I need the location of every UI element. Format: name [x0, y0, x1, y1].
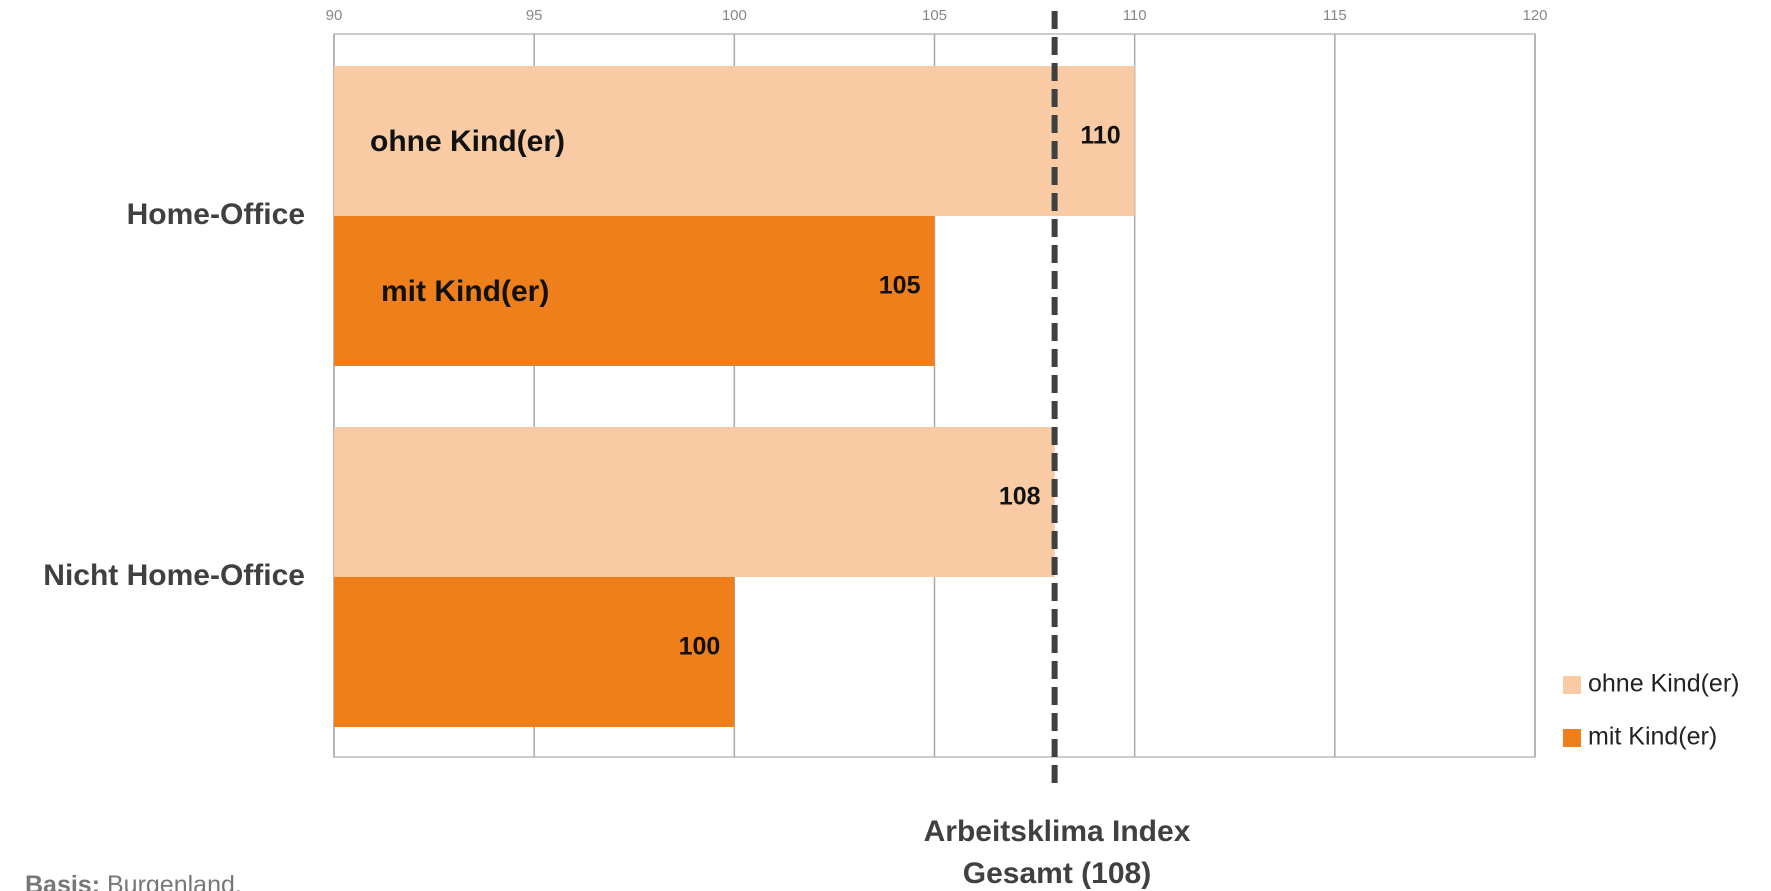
legend-swatch [1563, 729, 1581, 747]
legend-swatch [1563, 676, 1581, 694]
bar-series-label: mit Kind(er) [381, 275, 549, 308]
value-label: 108 [999, 483, 1041, 511]
value-label: 105 [879, 272, 921, 300]
x-tick-label: 100 [722, 7, 747, 24]
reference-label: Arbeitsklima Index [924, 815, 1191, 848]
x-tick-label: 120 [1522, 7, 1547, 24]
footnote-label: Basis: [25, 871, 100, 891]
bar [334, 427, 1055, 577]
x-tick-label: 105 [922, 7, 947, 24]
x-tick-label: 115 [1323, 7, 1347, 24]
bar [334, 577, 735, 727]
footnote: Basis: Burgenland. [25, 871, 242, 891]
x-tick-label: 90 [326, 7, 343, 24]
category-label: Nicht Home-Office [43, 559, 305, 592]
bar [334, 66, 1135, 216]
bar-series-label: ohne Kind(er) [370, 125, 565, 158]
footnote-text: Burgenland. [107, 871, 242, 891]
legend-label: mit Kind(er) [1588, 723, 1717, 751]
x-tick-label: 110 [1123, 7, 1147, 24]
x-tick-label: 95 [526, 7, 543, 24]
bar [334, 216, 935, 366]
value-label: 100 [679, 633, 721, 661]
category-label: Home-Office [127, 198, 305, 231]
legend-label: ohne Kind(er) [1588, 670, 1739, 698]
reference-label: Gesamt (108) [963, 857, 1151, 890]
value-label: 110 [1080, 122, 1120, 150]
